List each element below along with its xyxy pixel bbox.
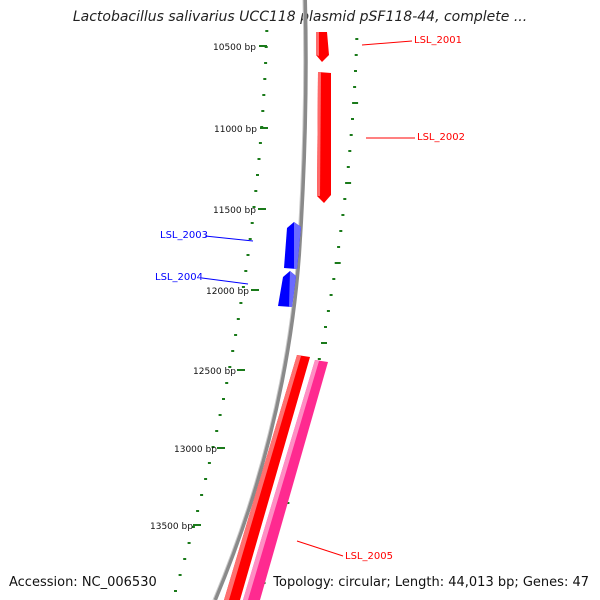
minor-tick — [329, 294, 333, 296]
minor-tick — [231, 350, 235, 352]
gene-leader — [296, 540, 344, 557]
tick-label: 11500 bp — [213, 206, 256, 216]
gene-label[interactable]: LSL_2002 — [417, 132, 465, 143]
gene-LSL_2004[interactable]: LSL_2004 — [155, 271, 296, 307]
gene-label[interactable]: LSL_2003 — [160, 230, 208, 241]
minor-tick — [239, 302, 243, 304]
minor-tick — [343, 198, 347, 200]
minor-tick — [196, 510, 200, 512]
minor-tick — [258, 142, 262, 144]
accession-text: Accession: NC_006530 — [9, 575, 157, 590]
minor-tick — [321, 342, 327, 344]
gene-LSL_2005[interactable]: LSL_2005 — [224, 355, 393, 600]
minor-tick — [326, 310, 330, 312]
minor-tick — [257, 158, 261, 160]
gene-arrow-shade — [317, 72, 321, 196]
gene-arrow[interactable] — [316, 32, 329, 62]
minor-tick — [262, 94, 266, 96]
minor-tick — [248, 238, 252, 240]
minor-tick — [252, 206, 256, 208]
minor-tick — [191, 526, 195, 528]
minor-tick — [244, 270, 248, 272]
gene-label[interactable]: LSL_2005 — [345, 551, 393, 562]
minor-tick — [218, 414, 222, 416]
gene-arrow-shade — [224, 355, 301, 600]
minor-tick — [265, 30, 269, 32]
tick-labels: 10500 bp 11000 bp 11500 bp 12000 bp 1250… — [150, 43, 268, 532]
minor-tick — [215, 430, 219, 432]
minor-tick — [207, 462, 211, 464]
map-title: Lactobacillus salivarius UCC118 plasmid … — [72, 9, 528, 25]
minor-tick — [204, 478, 208, 480]
minor-tick — [354, 70, 357, 72]
minor-tick — [250, 222, 254, 224]
minor-tick — [334, 262, 341, 264]
minor-tick — [341, 214, 345, 216]
backbone — [213, 0, 308, 600]
minor-tick — [339, 230, 343, 232]
minor-tick — [174, 590, 177, 592]
gene-label[interactable]: LSL_2004 — [155, 272, 203, 283]
minor-tick — [234, 334, 238, 336]
summary-text: Topology: circular; Length: 44,013 bp; G… — [273, 575, 589, 590]
minor-tick — [345, 182, 352, 184]
tick-label: 13500 bp — [150, 522, 193, 532]
minor-tick — [225, 382, 229, 384]
minor-tick — [261, 110, 265, 112]
minor-tick — [187, 542, 191, 544]
minor-tick — [256, 174, 259, 176]
minor-tick — [241, 286, 245, 288]
minor-tick — [355, 38, 359, 40]
gene-arrow-shade — [289, 271, 296, 307]
minor-tick — [352, 102, 359, 104]
gene-leader — [201, 277, 249, 285]
gene-LSL_2002[interactable]: LSL_2002 — [317, 72, 465, 203]
gene-arrow-shade — [316, 32, 319, 56]
tick-label: 12500 bp — [193, 367, 236, 377]
minor-tick — [353, 86, 357, 88]
gene-label[interactable]: LSL_2001 — [414, 35, 462, 46]
gene-arrow-shade — [294, 222, 301, 269]
gene-arrow-pseudo-shade — [243, 360, 319, 600]
minor-tick — [337, 246, 341, 248]
minor-tick — [222, 398, 225, 400]
minor-tick — [263, 78, 267, 80]
minor-tick — [317, 358, 321, 360]
minor-tick — [264, 62, 268, 64]
gene-leader — [361, 40, 413, 46]
tick-label: 11000 bp — [214, 125, 257, 135]
minor-tick — [246, 254, 250, 256]
minor-tick — [348, 150, 352, 152]
minor-tick — [351, 118, 354, 120]
minor-tick — [236, 318, 240, 320]
gene-LSL_2001[interactable]: LSL_2001 — [316, 32, 462, 62]
tick-label: 13000 bp — [174, 445, 217, 455]
minor-tick — [228, 366, 232, 368]
minor-tick — [346, 166, 350, 168]
minor-tick — [324, 326, 327, 328]
minor-tick — [183, 558, 187, 560]
tick-label: 12000 bp — [206, 287, 249, 297]
tick-label: 10500 bp — [213, 43, 256, 53]
minor-tick — [211, 446, 215, 448]
minor-tick — [354, 54, 358, 56]
minor-tick — [349, 134, 353, 136]
minor-tick — [178, 574, 182, 576]
tick-marks-inner — [174, 30, 269, 592]
minor-tick — [332, 278, 336, 280]
minor-tick — [200, 494, 204, 496]
minor-tick — [254, 190, 258, 192]
gene-leader — [204, 235, 254, 242]
gene-LSL_2003[interactable]: LSL_2003 — [160, 222, 301, 269]
